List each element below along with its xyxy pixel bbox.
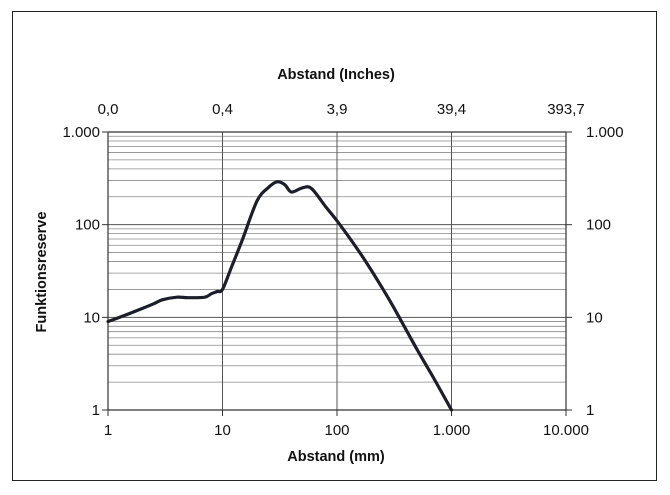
- x-tick-label: 10: [214, 422, 231, 439]
- y-tick-label-left: 1.000: [62, 124, 100, 141]
- y-tick-label-right: 100: [586, 217, 611, 234]
- x2-tick-labels: 0,0 0,4 3,9 39,4 393,7: [98, 101, 585, 118]
- x-tick-label: 100: [324, 422, 349, 439]
- y-tick-label-right: 1: [586, 402, 594, 419]
- y-left-tick-labels: 1 10 100 1.000: [62, 124, 100, 419]
- x2-tick-label: 39,4: [437, 101, 466, 118]
- grid-major: [107, 131, 567, 411]
- series-layer: [106, 180, 454, 412]
- y-tick-label-right: 10: [586, 309, 603, 326]
- x-tick-label: 1: [104, 422, 112, 439]
- y-tick-label-left: 1: [92, 402, 100, 419]
- x-tick-labels: 1 10 100 1.000 10.000: [104, 422, 589, 439]
- x-tick-label: 1.000: [433, 422, 471, 439]
- x2-axis-title: Abstand (Inches): [277, 67, 395, 83]
- y-tick-label-left: 10: [83, 309, 100, 326]
- x2-tick-label: 393,7: [547, 101, 585, 118]
- x2-tick-label: 0,4: [212, 101, 233, 118]
- y-right-tick-labels: 1 10 100 1.000: [586, 124, 624, 419]
- axes: [102, 131, 572, 416]
- x-axis-title: Abstand (mm): [287, 449, 385, 465]
- series-line: [106, 180, 454, 412]
- y-axis-title: Funktionsreserve: [34, 212, 50, 333]
- y-tick-label-right: 1.000: [586, 124, 624, 141]
- x2-tick-label: 0,0: [98, 101, 119, 118]
- chart-frame: [12, 11, 657, 481]
- x2-tick-label: 3,9: [327, 101, 348, 118]
- y-tick-label-left: 100: [75, 217, 100, 234]
- x-tick-label: 10.000: [543, 422, 589, 439]
